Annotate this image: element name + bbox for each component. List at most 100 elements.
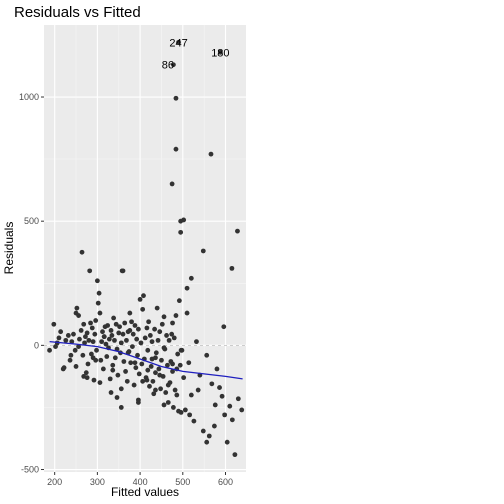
data-point <box>214 366 220 372</box>
data-point <box>209 381 215 387</box>
data-point <box>98 357 104 363</box>
data-point <box>67 357 73 363</box>
data-point <box>221 324 227 330</box>
data-point <box>61 365 67 371</box>
data-point <box>204 352 210 358</box>
data-point <box>97 380 103 385</box>
data-point <box>97 310 103 316</box>
data-point <box>235 228 240 234</box>
data-point <box>133 365 139 371</box>
data-point <box>108 390 114 395</box>
data-point <box>219 393 225 399</box>
data-point <box>100 329 105 335</box>
data-point <box>76 313 81 318</box>
data-point <box>88 320 93 326</box>
data-point <box>224 439 230 445</box>
data-point <box>135 326 141 332</box>
data-point <box>154 305 160 311</box>
data-point <box>177 362 183 368</box>
x-tick-label: 600 <box>218 477 233 487</box>
data-point <box>82 340 87 346</box>
data-point <box>186 360 192 366</box>
data-point <box>227 403 233 409</box>
minor-gridlines <box>44 25 246 472</box>
data-point <box>142 335 148 341</box>
data-point <box>84 330 90 336</box>
x-tick-label: 500 <box>175 477 190 487</box>
data-point <box>93 318 99 323</box>
data-point <box>100 366 106 372</box>
outlier-label: 86 <box>162 60 174 72</box>
data-point <box>63 337 69 343</box>
data-point <box>155 337 161 343</box>
y-tick-label: 500 <box>24 216 39 226</box>
data-point <box>91 377 97 383</box>
x-tick-label: 300 <box>90 477 105 487</box>
data-point <box>47 347 52 353</box>
data-point <box>114 395 120 400</box>
data-point <box>127 310 133 316</box>
data-point <box>116 330 122 336</box>
data-point <box>178 410 184 415</box>
data-point <box>112 355 118 361</box>
x-tick-label: 200 <box>47 477 62 487</box>
y-axis-ticks: -500 0 500 1000 <box>19 92 44 475</box>
data-point <box>153 370 158 376</box>
chart-title: Residuals vs Fitted <box>14 4 141 21</box>
data-point <box>178 218 184 224</box>
data-point <box>149 339 155 345</box>
data-point <box>144 377 150 383</box>
plot-panel <box>44 25 246 472</box>
data-point <box>173 313 179 318</box>
data-point <box>170 62 176 68</box>
data-point <box>136 371 142 377</box>
data-point <box>182 407 188 413</box>
y-tick-label: -500 <box>21 465 39 475</box>
data-point <box>58 329 64 335</box>
data-point <box>176 298 182 304</box>
data-point <box>89 351 94 357</box>
data-point <box>103 341 109 347</box>
y-tick-label: 0 <box>34 340 39 350</box>
data-point <box>191 418 197 424</box>
data-point <box>128 360 134 366</box>
data-point <box>145 347 151 353</box>
data-point <box>137 297 143 302</box>
data-point <box>122 320 128 326</box>
data-point <box>172 387 178 393</box>
data-point <box>101 334 107 340</box>
data-point <box>95 300 101 306</box>
data-point <box>194 339 199 345</box>
data-point <box>151 391 157 397</box>
data-point <box>229 417 235 423</box>
data-point <box>129 319 134 325</box>
data-point <box>65 333 71 338</box>
data-point <box>200 428 206 434</box>
data-point <box>139 361 145 367</box>
x-axis-ticks: 200 300 400 500 600 <box>47 472 233 487</box>
data-point <box>165 382 171 388</box>
data-point <box>72 347 78 353</box>
data-point <box>130 331 136 337</box>
data-point <box>161 314 167 320</box>
data-point <box>200 248 206 254</box>
data-point <box>71 331 76 337</box>
residual-points <box>47 39 245 458</box>
data-point <box>148 364 154 369</box>
data-point <box>87 268 93 274</box>
y-axis-label: Residuals <box>2 222 16 275</box>
x-axis-label: Fitted values <box>111 485 179 499</box>
data-point <box>111 315 117 321</box>
data-point <box>163 390 169 395</box>
data-point <box>165 400 171 405</box>
data-point <box>123 369 128 374</box>
data-point <box>110 367 116 373</box>
data-point <box>92 331 98 337</box>
data-point <box>184 310 190 316</box>
data-point <box>217 385 222 390</box>
data-point <box>158 386 163 392</box>
data-point <box>165 362 170 368</box>
data-point <box>159 357 164 363</box>
